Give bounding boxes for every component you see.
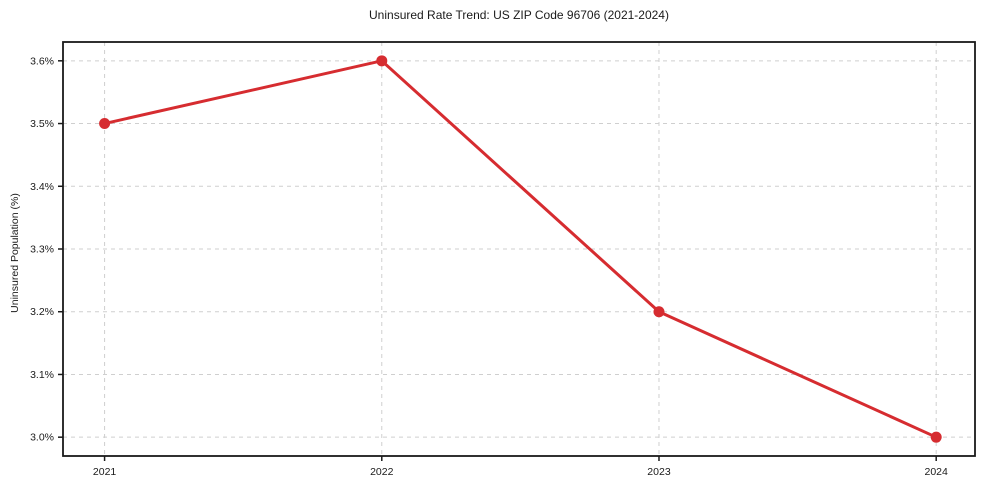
data-point xyxy=(930,431,942,443)
x-tick-label: 2021 xyxy=(93,466,117,478)
data-point xyxy=(653,306,665,318)
y-axis-label-text: Uninsured Population (%) xyxy=(9,193,21,313)
x-tick-label: 2023 xyxy=(647,466,671,478)
x-tick-label: 2024 xyxy=(925,466,949,478)
plot-border xyxy=(62,41,976,457)
y-tick-label: 3.3% xyxy=(30,244,54,256)
y-tick-label: 3.1% xyxy=(30,369,54,381)
y-tick-label: 3.6% xyxy=(30,55,54,67)
x-tick-label: 2022 xyxy=(370,466,394,478)
data-point xyxy=(376,55,388,67)
y-tick-label: 3.5% xyxy=(30,118,54,130)
y-tick-label: 3.2% xyxy=(30,306,54,318)
trend-line xyxy=(103,59,938,439)
y-tick-label: 3.4% xyxy=(30,181,54,193)
chart-title: Uninsured Rate Trend: US ZIP Code 96706 … xyxy=(369,8,669,22)
data-point xyxy=(99,118,111,130)
y-tick-label: 3.0% xyxy=(30,432,54,444)
